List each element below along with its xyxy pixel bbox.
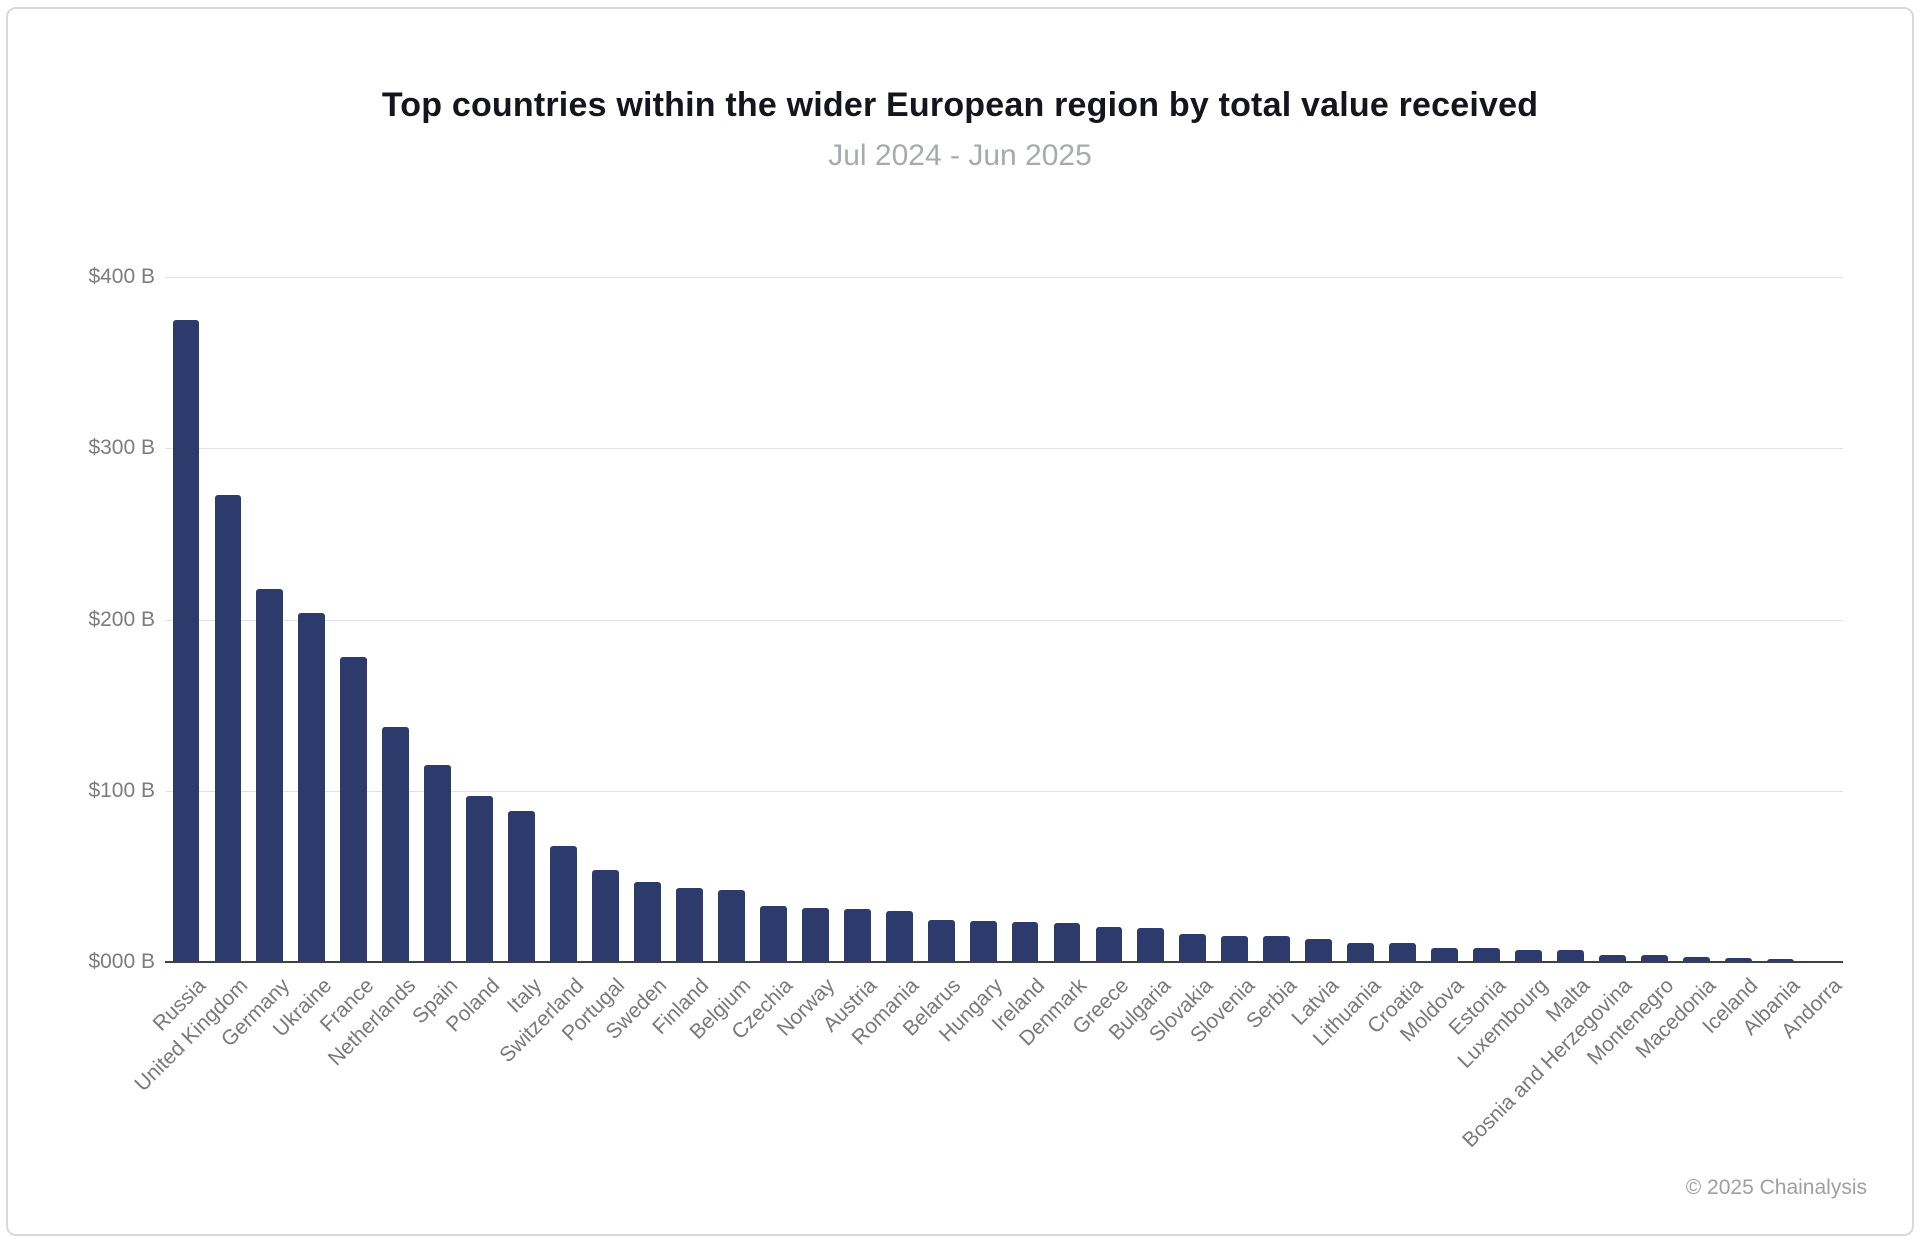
bar-band-united-kingdom <box>207 277 249 962</box>
gridline-400 <box>165 277 1843 278</box>
bar-band-denmark <box>1046 277 1088 962</box>
bar-ireland <box>1011 921 1039 962</box>
bar-luxembourg <box>1515 950 1542 962</box>
bar-austria <box>843 908 871 962</box>
bar-band-netherlands <box>375 277 417 962</box>
bar-czechia <box>759 905 787 962</box>
bar-portugal <box>592 869 619 962</box>
bar-band-montenegro <box>1633 277 1675 962</box>
bar-band-latvia <box>1298 277 1340 962</box>
bar-band-bosnia-and-herzegovina <box>1591 277 1633 962</box>
bar-band-czechia <box>752 277 794 962</box>
bar-band-bulgaria <box>1130 277 1172 962</box>
bar-sweden <box>634 881 661 962</box>
bar-band-serbia <box>1256 277 1298 962</box>
bar-band-sweden <box>626 277 668 962</box>
bar-belgium <box>717 890 745 962</box>
bar-band-moldova <box>1424 277 1466 962</box>
gridline-200 <box>165 619 1843 621</box>
bar-band-luxembourg <box>1508 277 1550 962</box>
bar-finland <box>675 888 703 962</box>
bar-band-russia <box>165 277 207 962</box>
bar-montenegro <box>1640 955 1668 962</box>
bar-band-norway <box>794 277 836 962</box>
bar-band-switzerland <box>543 277 585 962</box>
gridline-100 <box>165 790 1843 792</box>
bar-band-spain <box>417 277 459 962</box>
bar-albania <box>1766 958 1794 962</box>
bar-slovenia <box>1221 935 1249 962</box>
y-axis-tick-label-0: $000 B <box>88 950 155 973</box>
bar-norway <box>801 908 829 962</box>
bar-band-malta <box>1549 277 1591 962</box>
bar-germany <box>256 588 284 962</box>
bar-band-andorra <box>1801 277 1843 962</box>
bar-band-croatia <box>1382 277 1424 962</box>
bar-band-albania <box>1759 277 1801 962</box>
y-axis-tick-label-100: $100 B <box>88 778 155 802</box>
bar-band-italy <box>501 277 543 962</box>
bar-band-belarus <box>920 277 962 962</box>
bar-band-poland <box>459 277 501 962</box>
bar-band-ireland <box>1004 277 1046 962</box>
bar-france <box>340 657 368 962</box>
y-axis-tick-label-200: $200 B <box>88 607 155 631</box>
bar-denmark <box>1053 923 1081 962</box>
bar-band-austria <box>836 277 878 962</box>
bar-ukraine <box>298 612 326 962</box>
bar-band-romania <box>878 277 920 962</box>
bar-serbia <box>1263 936 1291 962</box>
bar-band-portugal <box>585 277 627 962</box>
bar-belarus <box>927 920 955 962</box>
y-axis-tick-label-300: $300 B <box>88 436 155 460</box>
bar-malta <box>1557 950 1584 962</box>
bar-italy <box>508 811 536 962</box>
bar-band-slovakia <box>1172 277 1214 962</box>
bar-hungary <box>969 920 997 962</box>
bar-macedonia <box>1682 956 1710 962</box>
bar-latvia <box>1305 939 1333 962</box>
chart-subtitle: Jul 2024 - Jun 2025 <box>828 139 1092 172</box>
bar-band-greece <box>1088 277 1130 962</box>
bars-layer <box>165 277 1843 962</box>
plot-area: $400 B $300 B $200 B $100 B $000 B Russia Uni… <box>88 265 1846 1152</box>
bar-moldova <box>1431 947 1458 962</box>
chart-header: Top countries within the wider European … <box>0 86 1920 173</box>
x-axis-line <box>165 961 1843 963</box>
bar-iceland <box>1724 958 1752 962</box>
bar-band-macedonia <box>1675 277 1717 962</box>
bar-bosnia-and-herzegovina <box>1598 954 1626 962</box>
bar-band-belgium <box>710 277 752 962</box>
bar-band-slovenia <box>1214 277 1256 962</box>
bar-spain <box>424 765 452 962</box>
bar-estonia <box>1473 947 1500 962</box>
bar-lithuania <box>1347 942 1375 962</box>
bar-romania <box>885 910 913 962</box>
bar-bulgaria <box>1137 927 1165 962</box>
bar-band-estonia <box>1466 277 1508 962</box>
bar-band-france <box>333 277 375 962</box>
bar-netherlands <box>382 727 410 962</box>
bar-united-kingdom <box>214 494 242 962</box>
bar-band-lithuania <box>1340 277 1382 962</box>
gridline-300 <box>165 448 1843 450</box>
bar-croatia <box>1389 942 1417 962</box>
copyright-notice: © 2025 Chainalysis <box>1685 1176 1867 1199</box>
y-axis-tick-label-400: $400 B <box>88 265 155 288</box>
bar-switzerland <box>550 845 577 962</box>
bar-band-germany <box>249 277 291 962</box>
bar-slovakia <box>1179 933 1207 962</box>
bar-band-iceland <box>1717 277 1759 962</box>
bar-poland <box>466 795 494 962</box>
bar-band-ukraine <box>291 277 333 962</box>
bar-band-hungary <box>962 277 1004 962</box>
bar-russia <box>172 319 200 962</box>
bar-greece <box>1095 926 1123 962</box>
bar-band-finland <box>668 277 710 962</box>
chart-title: Top countries within the wider European … <box>381 86 1539 124</box>
